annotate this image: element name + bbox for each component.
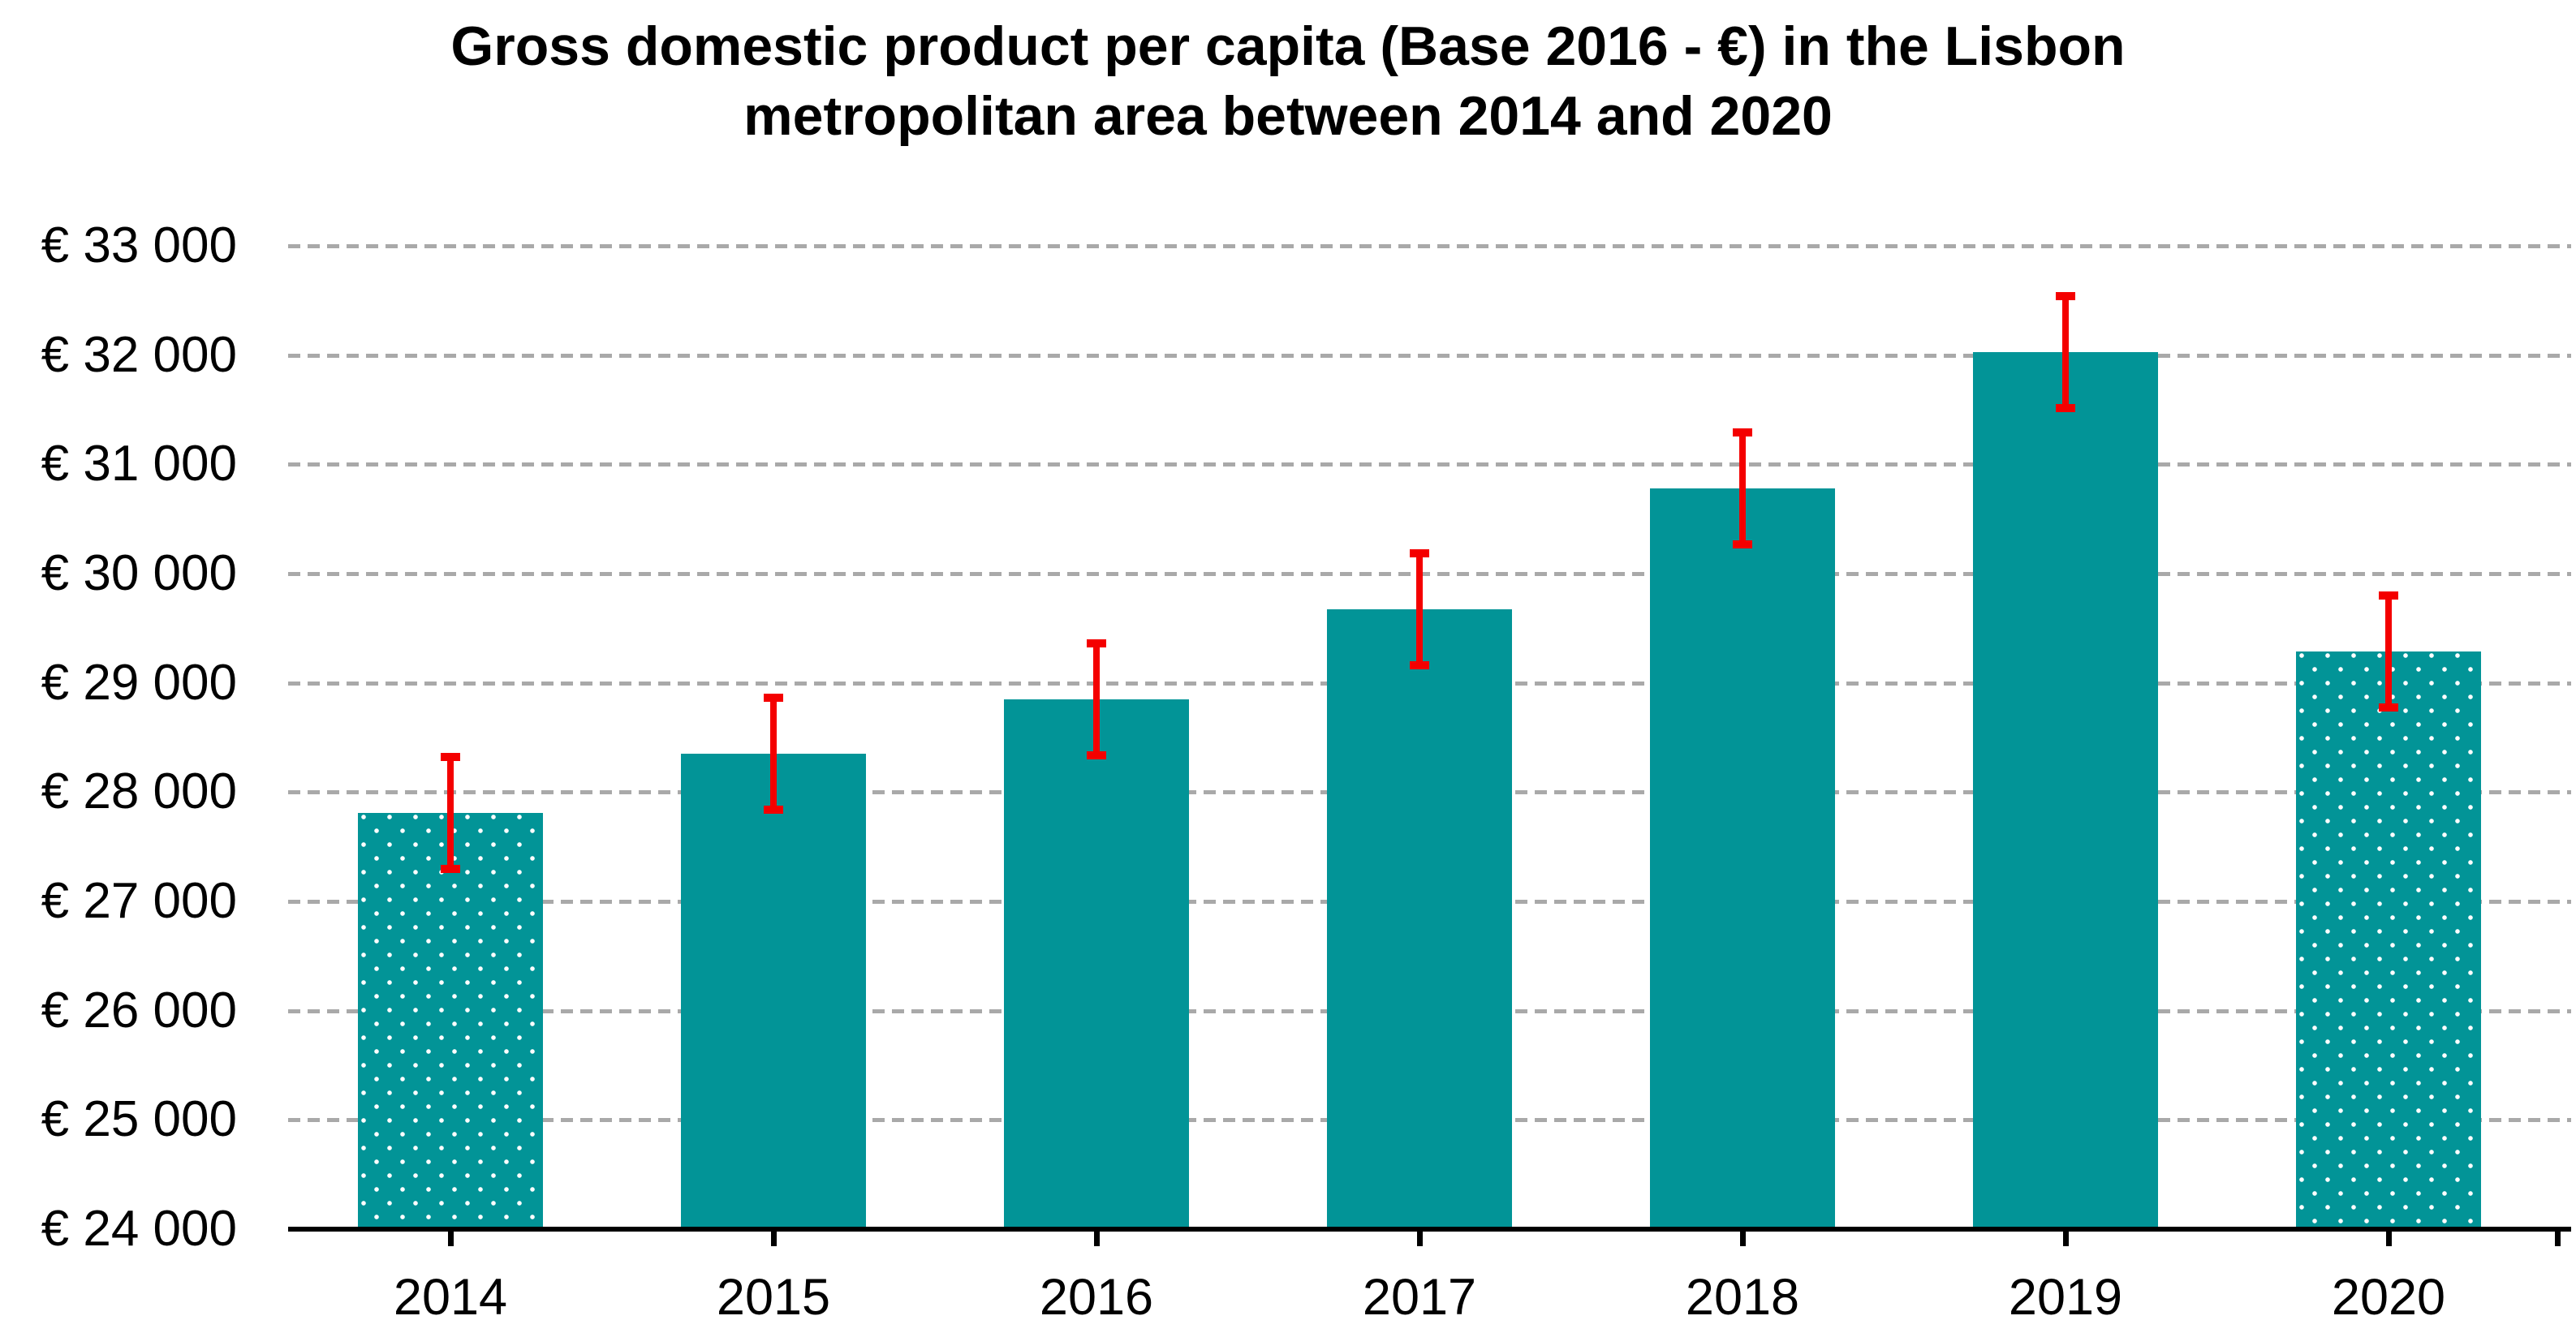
y-axis-label-27000: € 27 000 <box>41 873 237 929</box>
y-axis-label-26000: € 26 000 <box>41 982 237 1038</box>
error-bar-2014-cap <box>441 752 460 761</box>
bar-2014 <box>358 812 543 1229</box>
chart-title-line-1: Gross domestic product per capita (Base … <box>450 15 2126 77</box>
error-bar-2017-cap <box>1410 549 1429 558</box>
error-bar-2020-cap <box>2379 703 2398 712</box>
error-bar-2015-cap <box>764 694 783 703</box>
y-axis-label-30000: € 30 000 <box>41 545 237 601</box>
x-axis-label-2015: 2015 <box>716 1269 831 1326</box>
error-bar-2019-stem <box>2062 291 2069 412</box>
y-axis-label-24000: € 24 000 <box>41 1201 237 1257</box>
x-axis-label-2018: 2018 <box>1685 1269 1800 1326</box>
y-axis-label-31000: € 31 000 <box>41 436 237 492</box>
error-bar-2017 <box>1410 549 1429 670</box>
x-axis-tick-2018 <box>1740 1229 1746 1246</box>
bar-2016 <box>1004 699 1189 1229</box>
x-axis-line <box>288 1227 2571 1232</box>
gridline-31000 <box>288 462 2571 467</box>
x-axis-label-2016: 2016 <box>1039 1269 1154 1326</box>
y-axis-label-33000: € 33 000 <box>41 217 237 273</box>
error-bar-2020-stem <box>2385 591 2392 712</box>
y-axis-label-28000: € 28 000 <box>41 763 237 820</box>
error-bar-2020 <box>2379 591 2398 712</box>
error-bar-2016-cap <box>1087 750 1106 759</box>
x-axis-tick-2015 <box>771 1229 777 1246</box>
error-bar-2016 <box>1087 639 1106 759</box>
y-axis-label-32000: € 32 000 <box>41 326 237 383</box>
error-bar-2014-stem <box>447 752 454 873</box>
x-axis-tick-2014 <box>448 1229 454 1246</box>
error-bar-2014 <box>441 752 460 873</box>
x-axis-label-2020: 2020 <box>2331 1269 2446 1326</box>
gridline-32000 <box>288 353 2571 358</box>
x-axis-tick-2017 <box>1417 1229 1423 1246</box>
error-bar-2017-cap <box>1410 661 1429 670</box>
x-axis-label-2017: 2017 <box>1362 1269 1477 1326</box>
error-bar-2015 <box>764 694 783 815</box>
x-axis-label-2019: 2019 <box>2008 1269 2123 1326</box>
x-axis-tick-2019 <box>2063 1229 2069 1246</box>
error-bar-2018-cap <box>1733 540 1752 549</box>
error-bar-2018-cap <box>1733 428 1752 436</box>
gridline-30000 <box>288 572 2571 576</box>
chart-title: Gross domestic product per capita (Base … <box>217 11 2359 151</box>
error-bar-2018-stem <box>1739 428 1746 549</box>
error-bar-2014-cap <box>441 864 460 873</box>
error-bar-2016-stem <box>1093 639 1100 759</box>
chart-title-line-2: metropolitan area between 2014 and 2020 <box>743 85 1833 147</box>
error-bar-2019 <box>2056 291 2075 412</box>
bar-2015 <box>681 754 866 1229</box>
x-axis-label-2014: 2014 <box>393 1269 508 1326</box>
bar-2017 <box>1327 609 1512 1229</box>
error-bar-2019-cap <box>2056 291 2075 300</box>
y-axis-label-29000: € 29 000 <box>41 654 237 711</box>
x-axis-end-tick <box>2555 1229 2561 1246</box>
error-bar-2019-cap <box>2056 403 2075 412</box>
error-bar-2015-stem <box>770 694 777 815</box>
x-axis-tick-2016 <box>1094 1229 1100 1246</box>
error-bar-2018 <box>1733 428 1752 549</box>
error-bar-2015-cap <box>764 806 783 815</box>
x-axis-tick-2020 <box>2386 1229 2392 1246</box>
error-bar-2017-stem <box>1416 549 1423 670</box>
bar-2018 <box>1650 488 1835 1229</box>
gridline-33000 <box>288 244 2571 248</box>
y-axis-label-25000: € 25 000 <box>41 1091 237 1148</box>
bar-2019 <box>1973 351 2158 1229</box>
error-bar-2016-cap <box>1087 639 1106 647</box>
bar-2020 <box>2296 651 2481 1229</box>
error-bar-2020-cap <box>2379 591 2398 600</box>
